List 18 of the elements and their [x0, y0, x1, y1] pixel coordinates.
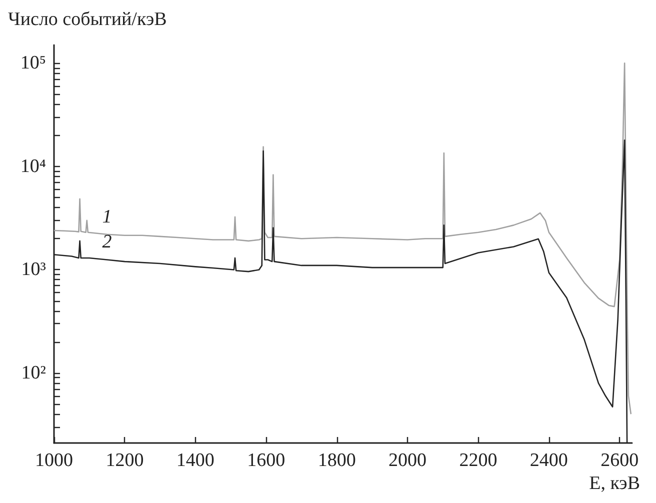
x-tick-label: 2000 — [388, 450, 427, 471]
x-tick-label: 2400 — [530, 450, 568, 471]
x-tick-label: 1400 — [176, 450, 214, 471]
series-label: 1 — [102, 206, 112, 228]
series-label: 2 — [102, 232, 112, 253]
x-tick-label: 2600 — [600, 450, 639, 471]
y-tick-label: 10⁵ — [20, 52, 46, 74]
x-tick-label: 1800 — [318, 450, 356, 471]
y-tick-label: 10³ — [21, 259, 46, 280]
x-tick-label: 2200 — [459, 450, 498, 471]
x-tick-label: 1200 — [106, 450, 144, 471]
y-axis-title: Число событий/кэВ — [8, 9, 167, 30]
y-tick-label: 10⁴ — [20, 156, 46, 177]
x-axis-title: E, кэВ — [589, 473, 640, 494]
x-tick-label: 1600 — [247, 450, 286, 471]
y-tick-label: 10² — [21, 362, 46, 384]
x-tick-label: 1000 — [35, 450, 73, 471]
line-series — [53, 62, 632, 415]
